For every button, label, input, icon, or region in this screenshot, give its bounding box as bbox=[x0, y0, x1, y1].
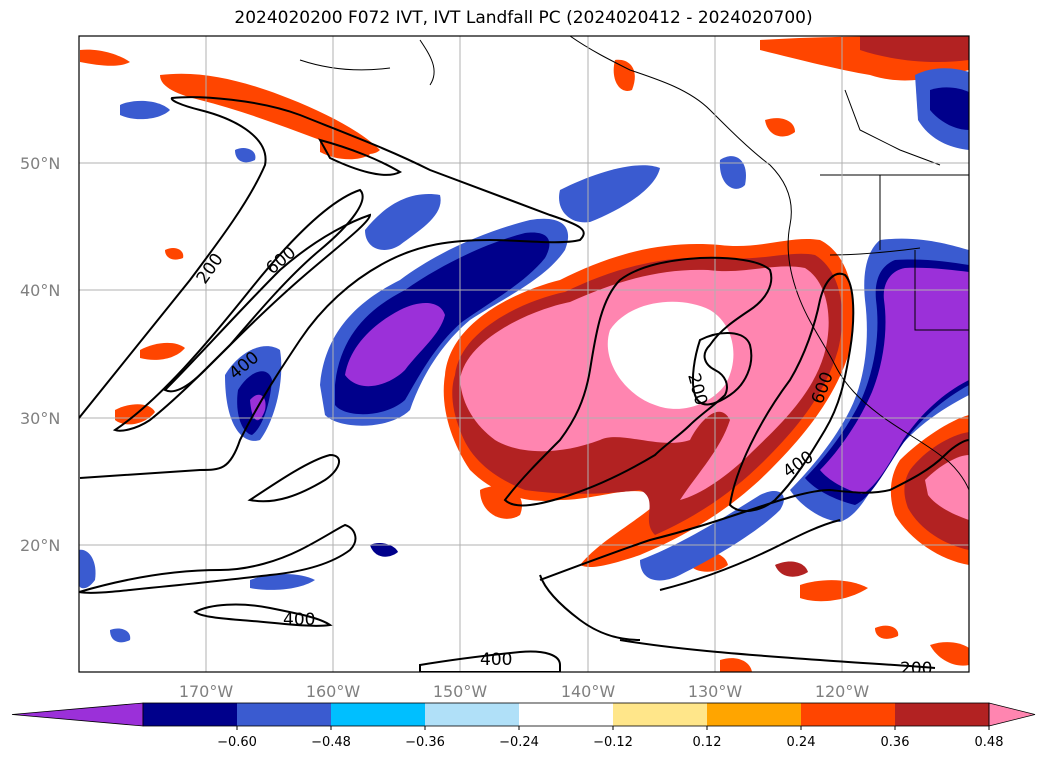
colorbar-swatch bbox=[707, 703, 802, 726]
positive-anomaly-region-southeast bbox=[690, 415, 969, 672]
map-frame bbox=[78, 35, 970, 673]
negative-anomaly-region-coast bbox=[79, 68, 969, 643]
gridlines bbox=[79, 36, 969, 672]
lat-label: 40°N bbox=[20, 281, 60, 300]
contour-label: 400 bbox=[480, 650, 512, 670]
lon-label: 130°W bbox=[688, 682, 743, 701]
colorbar-tick-label: 0.36 bbox=[881, 735, 910, 750]
lat-label: 30°N bbox=[20, 409, 60, 428]
lon-label: 150°W bbox=[433, 682, 488, 701]
colorbar-extend-low bbox=[11, 702, 144, 727]
negative-anomaly-region-central bbox=[120, 100, 660, 441]
colorbar-swatch bbox=[613, 703, 708, 726]
colorbar-outline bbox=[142, 702, 990, 727]
colorbar-tick-label: −0.36 bbox=[405, 735, 445, 750]
lat-label: 50°N bbox=[20, 154, 60, 173]
colorbar-swatch bbox=[237, 703, 332, 726]
contour-label: 400 bbox=[283, 610, 315, 630]
colorbar-swatch bbox=[895, 703, 990, 726]
coastline bbox=[299, 36, 969, 491]
colorbar-tick-label: 0.24 bbox=[787, 735, 816, 750]
colorbar-tick-label: −0.12 bbox=[593, 735, 633, 750]
colorbar-swatch bbox=[801, 703, 896, 726]
colorbar-tick-label: −0.60 bbox=[217, 735, 257, 750]
positive-anomaly-region-northeast bbox=[613, 36, 969, 137]
latitude-labels: 50°N 40°N 30°N 20°N bbox=[20, 154, 60, 555]
colorbar-tick-label: 0.48 bbox=[975, 735, 1004, 750]
colorbar-swatch bbox=[425, 703, 520, 726]
lon-label: 140°W bbox=[561, 682, 616, 701]
map-title: 2024020200 F072 IVT, IVT Landfall PC (20… bbox=[234, 8, 813, 28]
ivt-contours bbox=[79, 96, 969, 672]
colorbar-extend-high bbox=[988, 702, 1036, 727]
lon-label: 120°W bbox=[815, 682, 870, 701]
colorbar-swatch bbox=[143, 703, 238, 726]
lat-label: 20°N bbox=[20, 536, 60, 555]
colorbar-tick-label: −0.24 bbox=[499, 735, 539, 750]
colorbar-tick-label: −0.48 bbox=[311, 735, 351, 750]
lon-label: 170°W bbox=[179, 682, 234, 701]
longitude-labels: 170°W 160°W 150°W 140°W 130°W 120°W bbox=[179, 682, 870, 701]
colorbar-swatch bbox=[331, 703, 426, 726]
map-plot-area: 200 600 400 200 600 400 400 400 200 bbox=[79, 36, 969, 679]
lon-label: 160°W bbox=[306, 682, 361, 701]
colorbar: −0.60 −0.48 −0.36 −0.24 −0.12 0.12 0.24 0.36 0.4… bbox=[11, 702, 1036, 750]
colorbar-swatch bbox=[519, 703, 614, 726]
contour-label: 200 bbox=[900, 659, 932, 679]
positive-anomaly-region-central bbox=[443, 238, 854, 567]
colorbar-tick-label: 0.12 bbox=[693, 735, 722, 750]
